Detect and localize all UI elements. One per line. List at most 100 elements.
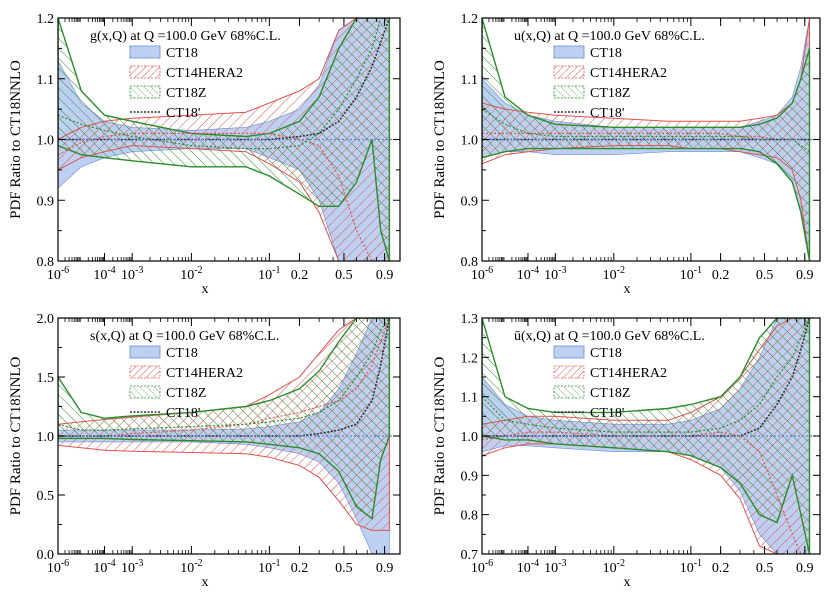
x-tick-label: 10-3 (121, 265, 143, 283)
x-tick-label: 0.9 (376, 268, 394, 283)
y-tick-label: 0.9 (461, 469, 479, 484)
legend-swatch (553, 65, 585, 79)
legend-swatch (129, 45, 161, 59)
legend: CT18 CT14HERA2 CT18Z CT18' (129, 345, 243, 421)
x-tick-label: 10-4 (517, 558, 539, 576)
x-tick-label: 10-1 (258, 558, 280, 576)
y-tick-label: 1.2 (37, 12, 55, 27)
panel-4: 0.7 0.8 0.9 1.0 1.1 1.2 1.3 10-6 10-4 10-3 10-2 10-… (432, 312, 821, 590)
x-tick-label: 10-2 (180, 265, 202, 283)
y-tick-label: 1.0 (37, 134, 55, 149)
y-tick-label: 1.3 (461, 312, 479, 327)
y-axis-label: PDF Ratio to CT18NNLO (432, 356, 448, 515)
panel-1: 0.8 0.9 1.0 1.1 1.2 10-6 10-4 10-3 10-2 10-1 0.2 0.… (8, 12, 401, 297)
line-ct14hera2 (58, 318, 390, 437)
legend-swatch (129, 365, 161, 379)
x-tick-label: 10-6 (47, 558, 69, 576)
x-tick-label: 10-2 (603, 265, 625, 283)
y-tick-label: 1.5 (37, 371, 55, 386)
x-tick-label: 10-6 (471, 265, 493, 283)
band-ct18z (58, 318, 391, 520)
y-tick-label: 1.2 (461, 12, 479, 27)
legend-label: CT18' (590, 406, 624, 421)
x-tick-label: 0.2 (291, 268, 309, 283)
legend-label: CT18' (166, 106, 200, 121)
line-ct18prime (58, 318, 391, 437)
legend-swatch (553, 85, 585, 99)
legend-swatch (129, 385, 161, 399)
panel-title: s(x,Q) at Q =100.0 GeV 68%C.L. (90, 329, 279, 344)
plot-area (58, 318, 400, 554)
x-tick-label: 10-3 (544, 265, 566, 283)
x-tick-label: 0.2 (712, 561, 730, 576)
legend: CT18 CT14HERA2 CT18Z CT18' (129, 45, 243, 121)
x-axis-label: x (202, 282, 209, 297)
line-ct18z (482, 318, 811, 433)
y-tick-label: 0.8 (461, 255, 479, 270)
x-tick-label: 0.9 (796, 268, 814, 283)
line-ct18z (58, 18, 390, 150)
legend-swatch (553, 365, 585, 379)
legend-label: CT18 (590, 46, 622, 61)
legend-label: CT18' (590, 106, 624, 121)
y-tick-label: 1.1 (461, 73, 479, 88)
y-axis-label: PDF Ratio to CT18NNLO (8, 60, 24, 219)
panel-3: 0.0 0.5 1.0 1.5 2.0 10-6 10-4 10-3 10-2 10-1 0.2 0.… (8, 312, 401, 590)
legend-swatch (553, 385, 585, 399)
plot-area (482, 18, 820, 261)
panel-title: g(x,Q) at Q =100.0 GeV 68%C.L. (90, 29, 281, 44)
y-tick-label: 1.0 (461, 134, 479, 149)
plot-area (58, 18, 400, 261)
x-tick-label: 0.9 (796, 561, 814, 576)
legend-label: CT18Z (590, 386, 630, 401)
legend-swatch (129, 85, 161, 99)
line-ct18z (482, 108, 810, 153)
legend-label: CT18 (166, 346, 198, 361)
x-axis-label: x (202, 575, 209, 590)
x-tick-label: 10-2 (603, 558, 625, 576)
y-tick-label: 1.0 (37, 430, 55, 445)
y-axis-label: PDF Ratio to CT18NNLO (8, 356, 24, 515)
y-tick-label: 1.2 (461, 351, 479, 366)
y-tick-label: 0.9 (461, 194, 479, 209)
y-tick-label: 2.0 (37, 312, 55, 327)
legend-label: CT14HERA2 (590, 66, 667, 81)
panel-title: u(x,Q) at Q =100.0 GeV 68%C.L. (514, 29, 705, 44)
legend-label: CT14HERA2 (166, 366, 243, 381)
x-tick-label: 10-4 (517, 265, 539, 283)
y-tick-label: 0.8 (461, 509, 479, 524)
y-tick-label: 0.0 (37, 548, 55, 563)
legend-label: CT18Z (166, 386, 206, 401)
x-tick-label: 0.9 (376, 561, 394, 576)
legend-swatch (553, 45, 585, 59)
x-tick-label: 10-4 (93, 558, 115, 576)
legend-label: CT18Z (590, 86, 630, 101)
legend-label: CT14HERA2 (590, 366, 667, 381)
x-tick-label: 10-1 (258, 265, 280, 283)
plot-area (482, 318, 820, 554)
y-tick-label: 0.7 (461, 548, 479, 563)
legend-swatch (553, 345, 585, 359)
line-ct18prime (58, 18, 391, 141)
x-tick-label: 0.5 (756, 561, 774, 576)
x-tick-label: 0.2 (291, 561, 309, 576)
x-tick-label: 10-1 (680, 265, 702, 283)
y-tick-label: 1.0 (461, 430, 479, 445)
line-ct14hera2 (482, 132, 810, 141)
x-axis-label: x (624, 575, 631, 590)
line-ct14hera2 (482, 431, 810, 554)
legend-label: CT18 (590, 346, 622, 361)
x-tick-label: 0.5 (335, 268, 353, 283)
y-tick-label: 1.1 (461, 391, 479, 406)
legend-label: CT18 (166, 46, 198, 61)
x-tick-label: 10-4 (93, 265, 115, 283)
panel-title: ū(x,Q) at Q =100.0 GeV 68%C.L. (514, 329, 705, 344)
panel-2: 0.8 0.9 1.0 1.1 1.2 10-6 10-4 10-3 10-2 10-1 0.2 0.… (432, 12, 821, 297)
y-axis-label: PDF Ratio to CT18NNLO (432, 60, 448, 219)
legend: CT18 CT14HERA2 CT18Z CT18' (553, 45, 667, 121)
legend-swatch (129, 345, 161, 359)
legend-label: CT14HERA2 (166, 66, 243, 81)
y-tick-label: 1.1 (37, 73, 55, 88)
legend-swatch (129, 65, 161, 79)
